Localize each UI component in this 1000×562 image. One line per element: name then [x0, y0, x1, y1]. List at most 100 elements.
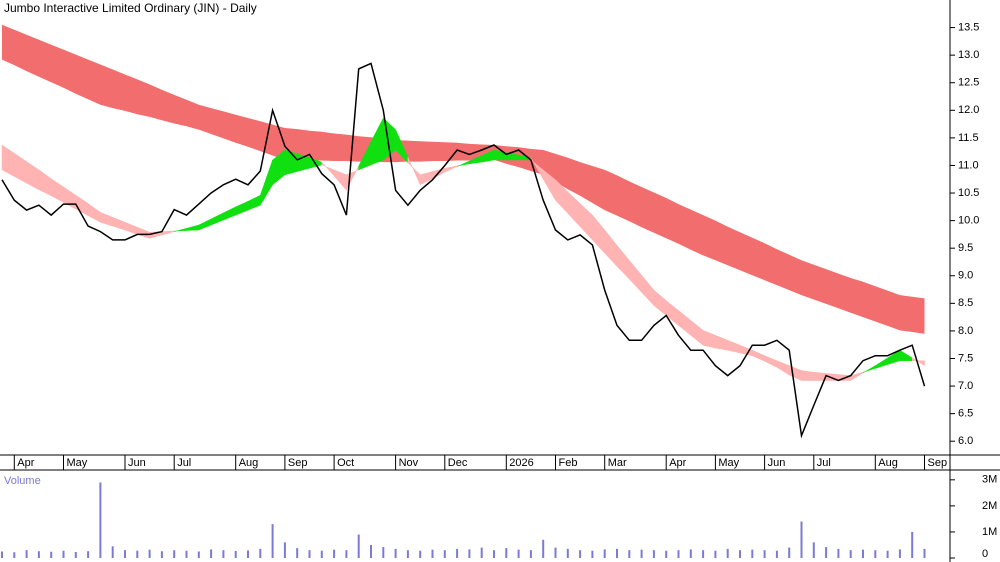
x-tick-label: 2026 [509, 457, 533, 469]
volume-bar [222, 550, 225, 558]
volume-bar [517, 549, 520, 558]
volume-bar [616, 548, 618, 558]
price-line [1, 62, 926, 439]
volume-bar [468, 549, 471, 558]
volume-bar [62, 550, 65, 558]
volume-bar [148, 549, 151, 558]
volume-bar [579, 550, 582, 558]
volume-bar [370, 544, 372, 558]
x-tick-label: Dec [448, 457, 468, 469]
volume-tick-label: 3M [982, 474, 997, 486]
volume-bar [259, 548, 262, 558]
volume-tick-label: 0 [982, 548, 988, 560]
x-tick-label: Nov [399, 457, 419, 469]
x-tick-label: Apr [17, 457, 34, 469]
volume-label: Volume [4, 475, 41, 487]
volume-bar [493, 550, 495, 558]
y-tick-label: 7.0 [958, 380, 973, 392]
volume-bar [419, 550, 422, 558]
x-tick-label: Jun [128, 457, 146, 469]
y-tick-label: 7.5 [958, 352, 973, 364]
volume-bar [837, 548, 840, 558]
y-tick-label: 12.5 [958, 77, 979, 89]
volume-bar [652, 550, 655, 558]
volume-bar [382, 547, 385, 558]
y-tick-label: 10.5 [958, 187, 979, 199]
volume-bar [136, 550, 139, 558]
volume-bar [99, 482, 102, 558]
volume-bar [739, 550, 741, 558]
volume-bar [308, 550, 311, 558]
volume-bar [714, 550, 717, 558]
volume-bar [763, 550, 766, 558]
x-tick-label: May [718, 457, 739, 469]
volume-bar [554, 547, 557, 558]
volume-bar [37, 551, 40, 558]
x-tick-label: Oct [337, 457, 354, 469]
x-tick-label: Aug [878, 457, 898, 469]
volume-bar [197, 551, 200, 558]
volume-bar [677, 550, 680, 558]
x-tick-label: Jul [817, 457, 831, 469]
volume-bar [283, 542, 286, 558]
volume-bar [505, 548, 508, 558]
volume-bar [529, 550, 532, 558]
volume-bar [665, 550, 668, 558]
y-tick-label: 6.0 [958, 435, 973, 447]
x-tick-label: Apr [669, 457, 686, 469]
volume-tick-label: 1M [982, 526, 997, 538]
volume-bar [825, 547, 828, 558]
y-tick-label: 8.5 [958, 297, 973, 309]
volume-bar [862, 549, 864, 558]
x-tick-label: Sep [288, 457, 308, 469]
volume-bar [603, 549, 606, 558]
volume-bar [456, 548, 459, 558]
volume-bar [87, 551, 90, 558]
volume-bar [911, 531, 914, 558]
volume-bar [25, 550, 28, 558]
volume-bar [320, 550, 323, 558]
volume-bar [333, 549, 336, 558]
x-tick-label: Feb [559, 457, 578, 469]
volume-bar [13, 552, 16, 558]
volume-bar [185, 550, 188, 558]
volume-bar [480, 547, 483, 558]
volume-bar [394, 548, 397, 558]
y-tick-label: 8.0 [958, 325, 973, 337]
volume-bar [874, 550, 877, 558]
volume-bar [111, 546, 114, 558]
volume-bar [431, 549, 434, 558]
volume-bar [234, 550, 237, 558]
volume-bar [160, 551, 163, 558]
volume-bar [296, 548, 299, 558]
short-band-segment [801, 370, 815, 381]
y-tick-label: 13.5 [958, 21, 979, 33]
volume-bar [726, 548, 729, 558]
volume-bar [566, 548, 569, 558]
x-tick-label: Jun [768, 457, 786, 469]
volume-bar [443, 550, 446, 558]
x-tick-label: Aug [239, 457, 259, 469]
volume-bar [1, 551, 3, 558]
volume-bar [886, 550, 889, 558]
volume-bar [628, 550, 631, 558]
volume-bar [849, 550, 852, 558]
volume-bar [345, 550, 348, 558]
volume-bar [124, 550, 126, 558]
volume-bar [751, 549, 754, 558]
volume-bar [357, 534, 360, 558]
y-tick-label: 12.0 [958, 104, 979, 116]
y-tick-label: 13.0 [958, 49, 979, 61]
volume-bar [591, 550, 594, 558]
short-band-segment [911, 357, 925, 367]
volume-bar [689, 549, 692, 558]
volume-bar [788, 547, 791, 558]
volume-bar [775, 550, 778, 558]
volume-bar [923, 548, 926, 558]
volume-bar [173, 550, 176, 558]
volume-bar [271, 524, 274, 558]
y-tick-label: 11.0 [958, 159, 979, 171]
x-tick-label: Mar [608, 457, 627, 469]
volume-bar [50, 551, 53, 558]
